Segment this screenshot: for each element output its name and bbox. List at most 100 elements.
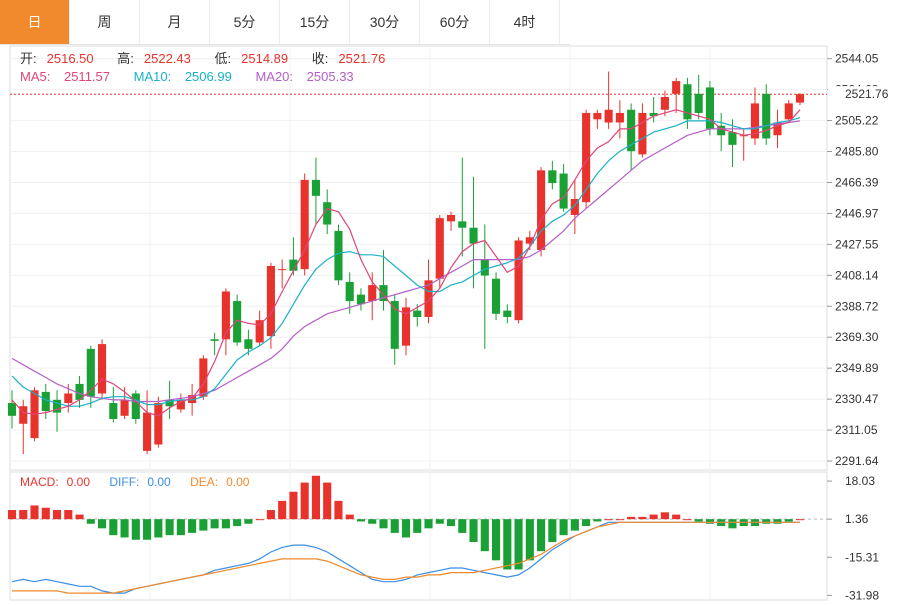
macd-bar-negative bbox=[458, 519, 467, 533]
candle-up bbox=[784, 103, 793, 120]
macd-bar-negative bbox=[503, 519, 512, 570]
candle-up bbox=[19, 406, 28, 424]
macd-bar-negative bbox=[548, 519, 557, 543]
macd-bar-negative bbox=[469, 519, 478, 543]
candle-down bbox=[75, 383, 84, 400]
candle-down bbox=[109, 403, 118, 419]
macd-bar-positive bbox=[627, 516, 636, 520]
macd-bar-negative bbox=[525, 519, 534, 561]
candle-down bbox=[559, 173, 568, 209]
macd-bar-positive bbox=[266, 510, 275, 520]
tab-15min[interactable]: 15分 bbox=[280, 0, 350, 44]
tab-day[interactable]: 日 bbox=[0, 0, 70, 44]
tab-week[interactable]: 周 bbox=[70, 0, 140, 44]
candle-up bbox=[582, 112, 591, 203]
macd-bar-positive bbox=[672, 514, 681, 520]
candle-down bbox=[7, 403, 17, 416]
candle-down bbox=[289, 259, 298, 271]
tab-month[interactable]: 月 bbox=[140, 0, 210, 44]
macd-bar-positive bbox=[30, 505, 39, 520]
y-tick-label: 2505.22 bbox=[835, 114, 879, 128]
candle-down bbox=[627, 109, 636, 152]
candle-up bbox=[750, 103, 760, 139]
macd-bar-negative bbox=[176, 519, 185, 536]
macd-bar-negative bbox=[762, 519, 771, 524]
macd-bar-negative bbox=[131, 519, 140, 540]
candle-down bbox=[41, 391, 50, 412]
dea-line bbox=[12, 521, 800, 594]
candle-down bbox=[345, 281, 354, 302]
macd-bar-negative bbox=[773, 519, 782, 524]
macd-bar-negative bbox=[368, 519, 377, 524]
high-label: 高: bbox=[117, 51, 134, 66]
candle-down bbox=[311, 179, 320, 196]
candle-up bbox=[266, 265, 275, 337]
y-tick-label: 2408.14 bbox=[835, 268, 879, 282]
macd-bar-positive bbox=[52, 510, 62, 520]
macd-bar-negative bbox=[593, 519, 602, 522]
candle-down bbox=[52, 399, 62, 413]
candle-down bbox=[323, 202, 332, 225]
candle-up bbox=[773, 122, 782, 136]
ma-readout: MA5: 2511.57 MA10: 2506.99 MA20: 2505.33 bbox=[20, 69, 374, 85]
tab-5min[interactable]: 5分 bbox=[210, 0, 280, 44]
candle-up bbox=[176, 399, 185, 410]
ma20-label: MA20: bbox=[255, 69, 294, 84]
candle-down bbox=[503, 310, 512, 317]
macd-label: MACD: bbox=[20, 475, 59, 489]
candle-down bbox=[390, 301, 399, 349]
candle-up bbox=[199, 358, 208, 397]
macd-bar-negative bbox=[109, 519, 118, 536]
macd-bar-negative bbox=[199, 519, 208, 531]
tab-60min[interactable]: 60分 bbox=[420, 0, 490, 44]
candle-up bbox=[435, 218, 444, 279]
macd-bar-negative bbox=[435, 519, 444, 524]
macd-bar-negative bbox=[514, 519, 523, 570]
macd-bar-positive bbox=[345, 514, 354, 520]
macd-bar-negative bbox=[188, 519, 197, 533]
low-label: 低: bbox=[214, 51, 232, 66]
macd-bar-negative bbox=[356, 519, 366, 522]
tab-4hour[interactable]: 4时 bbox=[490, 0, 560, 44]
close-value: 2521.76 bbox=[338, 51, 386, 66]
candle-down bbox=[379, 285, 388, 302]
candle-down bbox=[683, 84, 692, 120]
macd-bar-negative bbox=[143, 519, 152, 540]
low-value: 2514.89 bbox=[241, 51, 289, 66]
ma20-line bbox=[11, 120, 801, 403]
high-value: 2522.43 bbox=[143, 51, 191, 66]
macd-bar-negative bbox=[784, 519, 793, 522]
macd-bar-negative bbox=[537, 519, 546, 552]
macd-bar-positive bbox=[649, 514, 658, 520]
candle-down bbox=[86, 348, 95, 397]
candle-down bbox=[131, 393, 140, 419]
macd-bar-positive bbox=[638, 516, 647, 520]
macd-bar-negative bbox=[210, 519, 219, 529]
macd-bar-negative bbox=[86, 519, 95, 524]
candle-up bbox=[255, 320, 264, 343]
candle-up bbox=[120, 399, 129, 416]
candle-down bbox=[649, 112, 658, 117]
candle-down bbox=[694, 93, 703, 113]
y-tick-label: 2485.80 bbox=[835, 145, 879, 159]
tab-30min[interactable]: 30分 bbox=[350, 0, 420, 44]
macd-bar-negative bbox=[165, 519, 174, 536]
macd-bar-negative bbox=[424, 519, 433, 529]
candle-down bbox=[233, 301, 242, 343]
open-label: 开: bbox=[20, 51, 37, 66]
candle-up bbox=[638, 112, 647, 155]
candle-up bbox=[188, 395, 197, 404]
ohlc-readout: 开: 2516.50 高: 2522.43 低: 2514.89 收: 2521.76 bbox=[20, 51, 405, 67]
macd-bar-negative bbox=[401, 519, 411, 538]
candle-down bbox=[469, 227, 478, 244]
macd-bar-negative bbox=[492, 519, 501, 561]
candle-down bbox=[356, 294, 366, 305]
macd-bar-positive bbox=[660, 512, 669, 520]
candle-down bbox=[480, 259, 489, 276]
candle-down bbox=[210, 339, 219, 341]
candle-up bbox=[401, 307, 411, 346]
dea-label: DEA: bbox=[190, 475, 219, 489]
ma5-line bbox=[11, 109, 801, 417]
y-tick-label: 2446.97 bbox=[835, 206, 879, 220]
